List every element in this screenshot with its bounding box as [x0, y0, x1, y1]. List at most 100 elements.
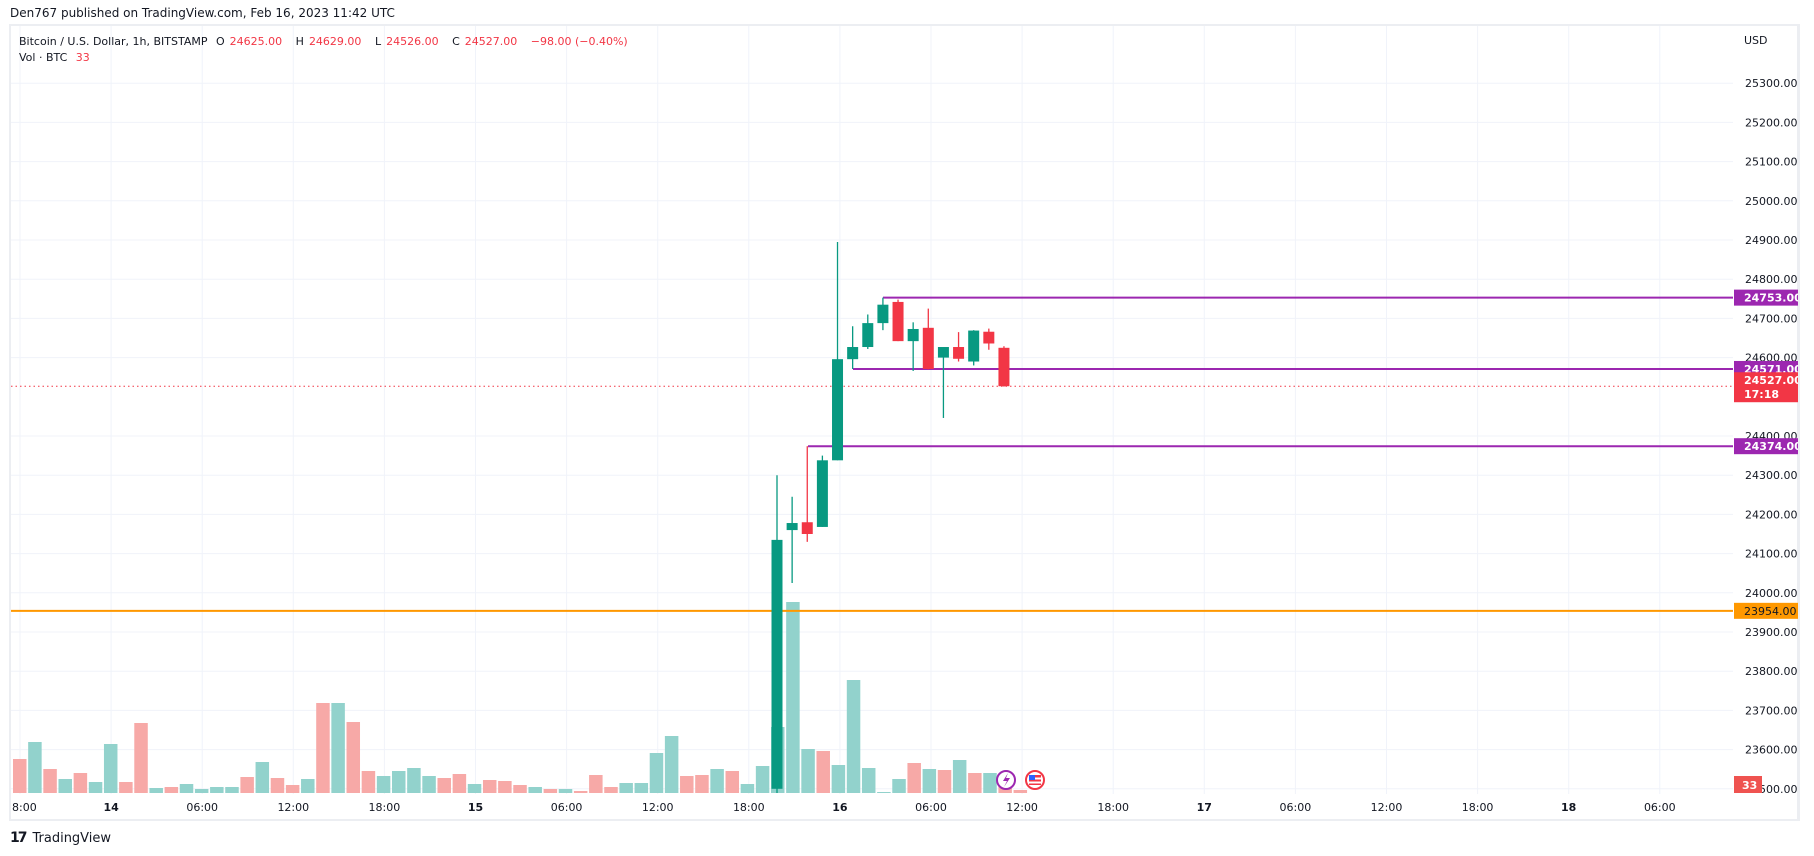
- volume-bar: [482, 780, 497, 793]
- symbol-title[interactable]: Bitcoin / U.S. Dollar, 1h, BITSTAMP: [19, 35, 208, 48]
- volume-bar: [437, 778, 451, 793]
- time-tick-label: 16: [832, 801, 848, 814]
- currency-label[interactable]: USD: [1744, 34, 1768, 47]
- low-value: 24526.00: [386, 35, 439, 48]
- time-tick-label: 06:00: [1644, 801, 1676, 814]
- time-tick-label: 18:00: [733, 801, 765, 814]
- volume-bar: [558, 789, 573, 793]
- price-tick-label: 25300.00: [1745, 77, 1798, 90]
- price-tick-label: 24300.00: [1745, 469, 1798, 482]
- level-price-value: 24753.00: [1744, 292, 1802, 305]
- chart-legend: Bitcoin / U.S. Dollar, 1h, BITSTAMP O 246…: [19, 34, 633, 66]
- price-tick-label: 25000.00: [1745, 195, 1798, 208]
- volume-bar: [513, 785, 527, 793]
- volume-bar: [179, 784, 194, 793]
- price-tick-label: 23600.00: [1745, 744, 1798, 757]
- high-value: 24629.00: [308, 35, 362, 48]
- brand-name: TradingView: [32, 830, 112, 846]
- candle-body[interactable]: [786, 523, 798, 531]
- volume-bar: [43, 769, 57, 793]
- volume-bar: [73, 773, 88, 793]
- volume-label[interactable]: Vol · BTC: [19, 51, 68, 64]
- volume-bar: [543, 789, 558, 793]
- time-tick-label: 06:00: [551, 801, 583, 814]
- level-price-tag: [1734, 438, 1798, 455]
- candle-body[interactable]: [998, 347, 1010, 387]
- volume-bar: [861, 768, 876, 793]
- volume-bar: [528, 787, 542, 793]
- candle-body[interactable]: [937, 347, 949, 358]
- volume-bar: [604, 787, 618, 793]
- volume-bar: [649, 753, 664, 793]
- candle-body[interactable]: [922, 327, 934, 369]
- volume-bar: [498, 781, 512, 793]
- volume-value: 33: [75, 51, 90, 64]
- volume-bar: [968, 773, 982, 793]
- volume-tag: [1734, 776, 1762, 793]
- candle-body[interactable]: [907, 328, 919, 342]
- legend-volume-row: Vol · BTC 33: [19, 50, 633, 66]
- time-tick-label: 18: [1561, 801, 1576, 814]
- time-tick-label: 18:00: [1462, 801, 1494, 814]
- candle-body[interactable]: [968, 330, 980, 362]
- tradingview-logo-icon: 17: [10, 830, 28, 846]
- volume-bar: [664, 736, 679, 793]
- time-tick-label: 12:00: [1006, 801, 1038, 814]
- volume-bar: [149, 788, 163, 793]
- volume-bar: [331, 703, 345, 793]
- candle-body[interactable]: [832, 359, 844, 461]
- time-tick-label: 17: [1197, 801, 1212, 814]
- flag-stripe-white: [1029, 781, 1041, 784]
- volume-bar: [103, 744, 118, 793]
- published-caption: Den767 published on TradingView.com, Feb…: [10, 6, 395, 20]
- last-price-tag: [1734, 372, 1798, 403]
- candle-body[interactable]: [816, 460, 828, 527]
- candle-body[interactable]: [983, 331, 995, 344]
- price-tick-label: 25100.00: [1745, 156, 1798, 169]
- candle-body[interactable]: [801, 522, 813, 534]
- volume-bar: [346, 722, 361, 793]
- time-tick-label: 06:00: [186, 801, 218, 814]
- volume-bar: [134, 723, 148, 793]
- price-tick-label: 23900.00: [1745, 626, 1798, 639]
- time-tick-label: 15: [468, 801, 483, 814]
- candle-body[interactable]: [877, 304, 889, 324]
- volume-bar: [225, 787, 239, 793]
- volume-bar: [119, 782, 133, 793]
- level-price-tag: [1734, 602, 1798, 619]
- price-tick-label: 24200.00: [1745, 508, 1798, 521]
- volume-bar: [846, 680, 861, 793]
- volume-bar: [270, 778, 285, 793]
- volume-bar: [164, 787, 179, 793]
- volume-bar: [573, 791, 588, 793]
- volume-bar: [194, 789, 209, 793]
- price-tick-label: 24800.00: [1745, 273, 1798, 286]
- candle-body[interactable]: [892, 301, 904, 342]
- volume-bar: [786, 602, 800, 793]
- open-value: 24625.00: [229, 35, 283, 48]
- price-tick-label: 24100.00: [1745, 548, 1798, 561]
- volume-bar: [907, 763, 921, 793]
- level-price-value: 23954.00: [1744, 605, 1797, 618]
- volume-tag-value: 33: [1742, 779, 1757, 792]
- volume-bar: [589, 775, 603, 793]
- price-tick-label: 24900.00: [1745, 234, 1798, 247]
- time-tick-label: 8:00: [12, 801, 37, 814]
- volume-bar: [301, 779, 315, 793]
- footer-brand: 17 TradingView: [10, 830, 111, 846]
- candle-body[interactable]: [771, 539, 783, 789]
- volume-bar: [467, 784, 482, 793]
- close-value: 24527.00: [464, 35, 518, 48]
- time-tick-label: 18:00: [1097, 801, 1129, 814]
- candle-body[interactable]: [953, 347, 965, 359]
- countdown-timer: 17:18: [1744, 388, 1779, 401]
- time-tick-label: 18:00: [369, 801, 401, 814]
- volume-bar: [240, 777, 254, 793]
- volume-bar: [1013, 790, 1028, 793]
- candle-body[interactable]: [862, 323, 874, 348]
- volume-bar: [376, 776, 391, 793]
- time-tick-label: 12:00: [277, 801, 309, 814]
- volume-bar: [452, 774, 467, 793]
- candle-body[interactable]: [847, 347, 859, 360]
